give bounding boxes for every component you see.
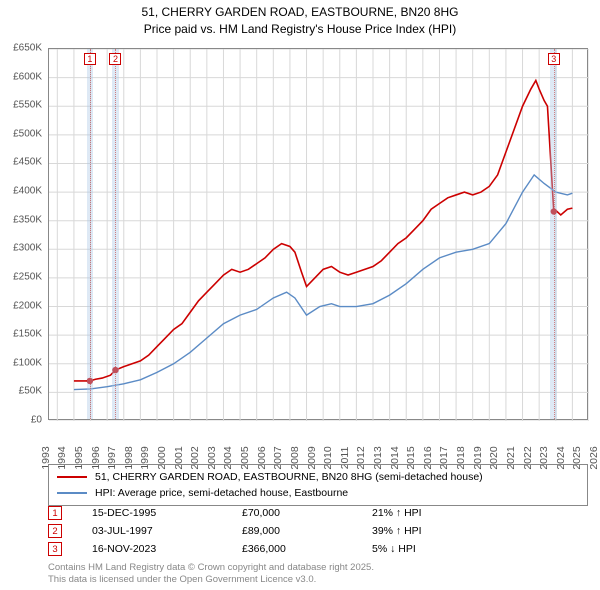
y-axis-ticks: £0£50K£100K£150K£200K£250K£300K£350K£400…: [0, 48, 46, 420]
annotation-date: 03-JUL-1997: [92, 525, 242, 537]
y-tick-label: £550K: [13, 100, 42, 111]
footer-line-1: Contains HM Land Registry data © Crown c…: [48, 562, 588, 574]
plot-area: 1 2 3: [48, 48, 588, 420]
x-axis-ticks: 1993199419951996199719981999200020012002…: [48, 422, 588, 466]
y-tick-label: £400K: [13, 186, 42, 197]
sale-band-line: [554, 49, 555, 419]
chart-container: 51, CHERRY GARDEN ROAD, EASTBOURNE, BN20…: [0, 0, 600, 590]
annotation-delta: 21% ↑ HPI: [372, 507, 492, 519]
chart-title: 51, CHERRY GARDEN ROAD, EASTBOURNE, BN20…: [0, 0, 600, 38]
sale-marker: 2: [109, 53, 121, 65]
sale-band-line: [90, 49, 91, 419]
annotation-date: 15-DEC-1995: [92, 507, 242, 519]
annotation-row: 3 16-NOV-2023£366,0005% ↓ HPI: [48, 540, 588, 558]
legend-label: 51, CHERRY GARDEN ROAD, EASTBOURNE, BN20…: [95, 471, 483, 483]
y-tick-label: £650K: [13, 43, 42, 54]
legend: 51, CHERRY GARDEN ROAD, EASTBOURNE, BN20…: [48, 464, 588, 506]
annotation-price: £70,000: [242, 507, 372, 519]
annotation-price: £89,000: [242, 525, 372, 537]
y-tick-label: £350K: [13, 214, 42, 225]
y-tick-label: £100K: [13, 357, 42, 368]
annotation-marker: 1: [48, 506, 62, 520]
annotation-delta: 5% ↓ HPI: [372, 543, 492, 555]
annotation-delta: 39% ↑ HPI: [372, 525, 492, 537]
annotation-row: 2 03-JUL-1997£89,00039% ↑ HPI: [48, 522, 588, 540]
footer-attribution: Contains HM Land Registry data © Crown c…: [48, 562, 588, 587]
x-tick-label: 2026: [588, 446, 600, 469]
y-tick-label: £500K: [13, 128, 42, 139]
legend-swatch: [57, 492, 87, 494]
legend-swatch: [57, 476, 87, 478]
y-tick-label: £600K: [13, 71, 42, 82]
plot-svg: [49, 49, 589, 421]
y-tick-label: £250K: [13, 271, 42, 282]
annotation-date: 16-NOV-2023: [92, 543, 242, 555]
annotation-marker: 2: [48, 524, 62, 538]
y-tick-label: £150K: [13, 329, 42, 340]
y-tick-label: £0: [31, 415, 42, 426]
annotation-marker: 3: [48, 542, 62, 556]
title-line-1: 51, CHERRY GARDEN ROAD, EASTBOURNE, BN20…: [0, 4, 600, 21]
y-tick-label: £450K: [13, 157, 42, 168]
y-tick-label: £200K: [13, 300, 42, 311]
sale-marker: 1: [84, 53, 96, 65]
annotation-table: 1 15-DEC-1995£70,00021% ↑ HPI 2 03-JUL-1997…: [48, 504, 588, 558]
sale-band-line: [115, 49, 116, 419]
y-tick-label: £300K: [13, 243, 42, 254]
legend-item: HPI: Average price, semi-detached house,…: [57, 485, 579, 501]
title-line-2: Price paid vs. HM Land Registry's House …: [0, 21, 600, 38]
sale-marker: 3: [548, 53, 560, 65]
legend-item: 51, CHERRY GARDEN ROAD, EASTBOURNE, BN20…: [57, 469, 579, 485]
annotation-price: £366,000: [242, 543, 372, 555]
footer-line-2: This data is licensed under the Open Gov…: [48, 574, 588, 586]
y-tick-label: £50K: [19, 386, 42, 397]
legend-label: HPI: Average price, semi-detached house,…: [95, 487, 348, 499]
annotation-row: 1 15-DEC-1995£70,00021% ↑ HPI: [48, 504, 588, 522]
